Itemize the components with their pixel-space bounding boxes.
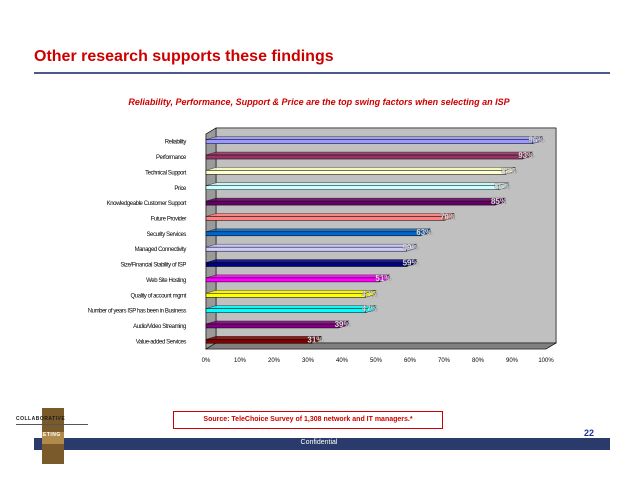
- bar: [205, 262, 407, 267]
- bar-top: [205, 290, 376, 294]
- plot-side-wall: [205, 127, 217, 350]
- bar: [205, 170, 506, 175]
- x-tick-label: 50%: [370, 358, 383, 364]
- category-label: Value-added Services: [136, 339, 187, 345]
- value-label: 88%: [501, 166, 517, 175]
- value-label: 70%: [440, 212, 456, 221]
- x-tick-label: 20%: [268, 358, 281, 364]
- category-label: Audio/Video Streaming: [133, 324, 186, 330]
- title-divider: [34, 72, 610, 74]
- x-tick-label: 0%: [202, 358, 211, 364]
- logo-block-accent: [42, 432, 64, 444]
- chart-subtitle: Reliability, Performance, Support & Pric…: [128, 97, 510, 107]
- bar-end: [379, 274, 390, 283]
- bar: [205, 139, 533, 144]
- bar-end: [522, 151, 533, 160]
- plot-floor: [204, 342, 558, 350]
- value-label: 47%: [362, 305, 378, 314]
- footer-confidential: Confidential: [300, 439, 338, 446]
- x-tick-label: 80%: [472, 358, 485, 364]
- category-label: Number of years ISP has been in Business: [88, 309, 187, 315]
- bar: [205, 277, 380, 283]
- category-label: Security Services: [146, 232, 186, 238]
- x-tick-label: 10%: [234, 358, 247, 364]
- bar-end: [406, 259, 417, 267]
- bar: [205, 339, 312, 344]
- category-label: Reliability: [165, 140, 187, 146]
- value-label: 51%: [375, 274, 391, 283]
- bar-end: [443, 213, 455, 221]
- bar-top: [205, 182, 509, 186]
- bar-top: [205, 136, 543, 140]
- category-label: Size/Financial Stability of ISP: [120, 263, 186, 269]
- bar-top: [205, 151, 533, 156]
- bar-end: [505, 167, 516, 175]
- page-number: 22: [584, 428, 595, 438]
- bar: [205, 154, 523, 160]
- bar-top: [205, 228, 431, 233]
- bar: [205, 231, 421, 237]
- bar-top: [205, 213, 455, 217]
- bar-top: [205, 259, 417, 263]
- bar-end: [311, 336, 322, 344]
- bar-top: [205, 305, 376, 309]
- category-label: Web Site Hosting: [146, 278, 186, 284]
- x-tick-label: 90%: [506, 358, 519, 364]
- x-tick-label: 40%: [336, 358, 349, 364]
- value-label: 86%: [494, 182, 510, 191]
- bar-end: [365, 289, 376, 298]
- bar-top: [205, 197, 506, 202]
- category-label: Knowledgeable Customer Support: [107, 201, 187, 207]
- category-label: Quality of account mgmt: [131, 293, 187, 299]
- bar-end: [532, 136, 543, 144]
- bar: [205, 216, 445, 221]
- bar: [205, 293, 367, 298]
- category-label: Future Provider: [151, 216, 187, 222]
- source-note: Source: TeleChoice Survey of 1,308 netwo…: [173, 411, 443, 429]
- bar-end: [498, 182, 509, 191]
- footer-bar: [34, 438, 610, 450]
- collaborative-marketing-logo: COLLABORATIVE MARKETING: [16, 408, 88, 468]
- category-label: Price: [174, 186, 187, 192]
- category-label: Technical Support: [145, 170, 187, 176]
- value-label: 85%: [491, 197, 507, 206]
- bar-top: [205, 243, 417, 248]
- logo-text-bottom: MARKETING: [26, 432, 61, 438]
- category-label: Performance: [156, 155, 187, 161]
- bar-end: [338, 320, 349, 329]
- value-label: 63%: [416, 228, 432, 237]
- value-label: 31%: [307, 335, 323, 344]
- value-label: 93%: [518, 151, 534, 160]
- bar-top: [205, 167, 516, 171]
- logo-rule: [16, 424, 88, 425]
- value-label: 47%: [362, 289, 378, 298]
- value-label: 59%: [403, 259, 419, 268]
- bar-end: [365, 305, 376, 313]
- bar: [205, 200, 496, 206]
- slide-title: Other research supports these findings: [34, 48, 334, 65]
- bar-top: [205, 274, 390, 279]
- value-label: 59%: [403, 243, 419, 252]
- x-tick-label: 30%: [302, 358, 315, 364]
- logo-text-top: COLLABORATIVE: [16, 416, 66, 422]
- x-tick-label: 100%: [538, 358, 554, 364]
- bar-end: [406, 243, 417, 252]
- bar-end: [494, 197, 506, 206]
- bar-top: [205, 320, 349, 325]
- x-tick-label: 60%: [404, 358, 417, 364]
- bar-end: [420, 228, 431, 237]
- bar: [205, 323, 339, 329]
- value-label: 39%: [335, 320, 351, 329]
- bar: [205, 246, 407, 252]
- bar-top: [205, 336, 322, 340]
- bar: [205, 185, 499, 190]
- x-tick-label: 70%: [438, 358, 451, 364]
- value-label: 96%: [528, 136, 544, 145]
- category-label: Managed Connectivity: [135, 247, 187, 253]
- bar: [205, 308, 367, 313]
